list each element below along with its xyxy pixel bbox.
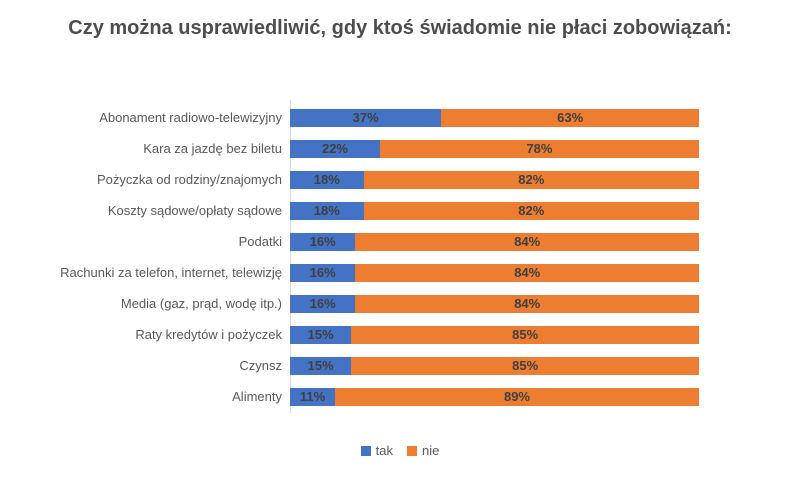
chart-row: Alimenty 11% 89%: [0, 381, 699, 412]
chart-row: Podatki 16% 84%: [0, 226, 699, 257]
data-label: 16%: [309, 265, 336, 280]
bar-segment-tak: 16%: [290, 263, 356, 282]
legend: tak nie: [0, 443, 800, 458]
bar-segment-nie: 84%: [355, 294, 699, 313]
bar-segment-nie: 89%: [334, 387, 699, 406]
bar-track: 15% 85%: [290, 356, 699, 375]
data-label: 18%: [313, 203, 340, 218]
data-label: 84%: [514, 296, 541, 311]
bar-track: 16% 84%: [290, 232, 699, 251]
data-label: 89%: [503, 389, 530, 404]
category-label: Raty kredytów i pożyczek: [135, 327, 282, 342]
chart-row: Rachunki za telefon, internet, telewizję…: [0, 257, 699, 288]
data-label: 15%: [307, 327, 334, 342]
category-label: Media (gaz, prąd, wodę itp.): [120, 296, 282, 311]
bar-segment-tak: 11%: [290, 387, 335, 406]
legend-label: nie: [421, 443, 440, 458]
chart-row: Czynsz 15% 85%: [0, 350, 699, 381]
data-label: 84%: [514, 265, 541, 280]
chart-row: Pożyczka od rodziny/znajomych 18% 82%: [0, 164, 699, 195]
bar-segment-nie: 63%: [441, 108, 699, 127]
bar-track: 16% 84%: [290, 263, 699, 282]
data-label: 63%: [557, 110, 584, 125]
category-axis-line: [290, 100, 291, 413]
bar-segment-nie: 84%: [355, 263, 699, 282]
legend-label: tak: [375, 443, 393, 458]
data-label: 15%: [307, 358, 334, 373]
data-label: 78%: [526, 141, 553, 156]
bar-track: 18% 82%: [290, 170, 699, 189]
category-label: Czynsz: [239, 358, 282, 373]
legend-swatch-tak: [360, 445, 371, 456]
bar-segment-tak: 16%: [290, 294, 356, 313]
chart-title: Czy można usprawiedliwić, gdy ktoś świad…: [68, 17, 732, 39]
category-label: Koszty sądowe/opłaty sądowe: [107, 203, 282, 218]
data-label: 85%: [512, 358, 539, 373]
bar-track: 16% 84%: [290, 294, 699, 313]
chart-row: Raty kredytów i pożyczek 15% 85%: [0, 319, 699, 350]
data-label: 22%: [321, 141, 348, 156]
bar-segment-tak: 16%: [290, 232, 356, 251]
legend-swatch-nie: [406, 445, 417, 456]
category-label: Podatki: [238, 234, 282, 249]
data-label: 85%: [512, 327, 539, 342]
data-label: 18%: [313, 172, 340, 187]
bar-segment-tak: 15%: [290, 356, 352, 375]
bar-track: 15% 85%: [290, 325, 699, 344]
category-label: Abonament radiowo-telewizyjny: [99, 110, 282, 125]
chart-row: Media (gaz, prąd, wodę itp.) 16% 84%: [0, 288, 699, 319]
bar-segment-tak: 18%: [290, 170, 364, 189]
data-label: 82%: [518, 172, 545, 187]
category-label: Kara za jazdę bez biletu: [143, 141, 282, 156]
bar-segment-nie: 78%: [379, 139, 699, 158]
legend-entry-nie: nie: [406, 443, 440, 458]
bar-segment-nie: 85%: [351, 356, 699, 375]
bar-segment-tak: 15%: [290, 325, 352, 344]
data-label: 16%: [309, 234, 336, 249]
bar-track: 11% 89%: [290, 387, 699, 406]
bar-segment-nie: 85%: [351, 325, 699, 344]
chart-row: Abonament radiowo-telewizyjny 37% 63%: [0, 102, 699, 133]
bar-segment-nie: 84%: [355, 232, 699, 251]
bar-track: 37% 63%: [290, 108, 699, 127]
data-label: 84%: [514, 234, 541, 249]
data-label: 82%: [518, 203, 545, 218]
chart-row: Kara za jazdę bez biletu 22% 78%: [0, 133, 699, 164]
plot-area: Abonament radiowo-telewizyjny 37% 63% Kara …: [0, 102, 699, 412]
legend-entry-tak: tak: [360, 443, 393, 458]
bar-segment-nie: 82%: [363, 170, 699, 189]
bar-segment-nie: 82%: [363, 201, 699, 220]
data-label: 37%: [352, 110, 379, 125]
bar-segment-tak: 37%: [290, 108, 442, 127]
category-label: Alimenty: [232, 389, 282, 404]
chart-row: Koszty sądowe/opłaty sądowe 18% 82%: [0, 195, 699, 226]
data-label: 16%: [309, 296, 336, 311]
data-label: 11%: [299, 389, 326, 404]
bar-track: 22% 78%: [290, 139, 699, 158]
category-label: Pożyczka od rodziny/znajomych: [97, 172, 282, 187]
bar-segment-tak: 18%: [290, 201, 364, 220]
bar-track: 18% 82%: [290, 201, 699, 220]
bar-segment-tak: 22%: [290, 139, 380, 158]
category-label: Rachunki za telefon, internet, telewizję: [60, 265, 282, 280]
